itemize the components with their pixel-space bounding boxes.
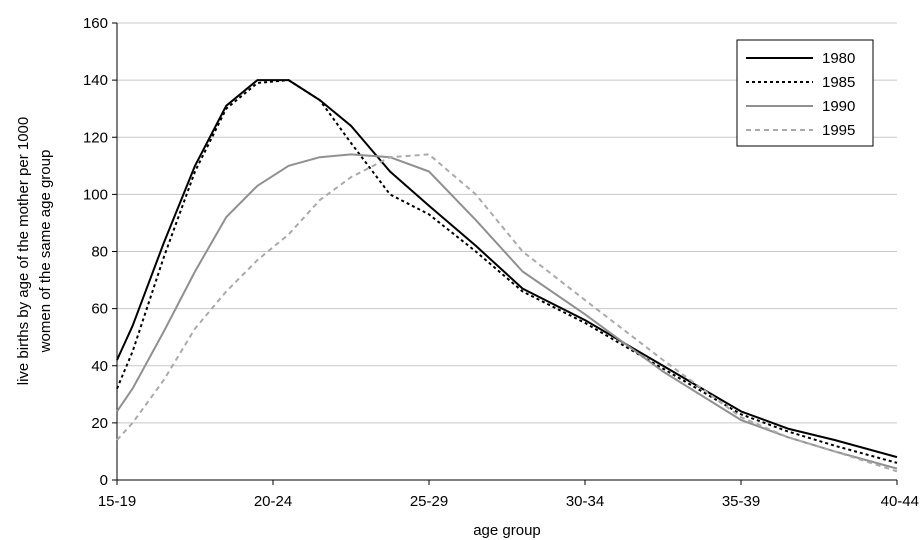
y-tick-label: 160 <box>83 15 108 32</box>
y-tick-label: 0 <box>100 472 108 489</box>
y-tick-label: 40 <box>91 358 108 375</box>
legend-label: 1985 <box>822 74 855 91</box>
y-tick-label: 80 <box>91 244 108 261</box>
x-tick-label: 35-39 <box>722 493 760 510</box>
x-tick-label: 15-19 <box>98 493 136 510</box>
y-tick-label: 120 <box>83 129 108 146</box>
y-axis-label-line-1: live births by age of the mother per 100… <box>15 117 32 386</box>
x-tick-label: 20-24 <box>254 493 292 510</box>
legend-label: 1990 <box>822 98 855 115</box>
legend-label: 1995 <box>822 122 855 139</box>
series-line-1980 <box>116 79 898 459</box>
series-line-1985 <box>116 79 898 464</box>
series-line-1995 <box>116 153 898 473</box>
x-tick-label: 40-44 <box>881 493 919 510</box>
series-lines <box>116 79 898 473</box>
legend: 1980 1985 1990 1995 <box>736 39 874 147</box>
y-tick-label: 100 <box>83 186 108 203</box>
y-tick-label: 140 <box>83 72 108 89</box>
x-tick-label: 30-34 <box>566 493 604 510</box>
y-tick-label: 20 <box>91 415 108 432</box>
y-axis-label-line-2: women of the same age group <box>37 150 54 354</box>
x-axis-label: age group <box>473 522 541 539</box>
y-tick-label: 60 <box>91 301 108 318</box>
legend-label: 1980 <box>822 50 855 67</box>
gridlines <box>117 22 897 424</box>
series-line-1990 <box>116 153 898 470</box>
x-axis-ticks: 15-19 20-24 25-29 30-34 35-39 40-44 <box>98 480 919 510</box>
y-axis-ticks: 0 20 40 60 80 100 120 140 160 <box>83 15 117 489</box>
x-tick-label: 25-29 <box>410 493 448 510</box>
